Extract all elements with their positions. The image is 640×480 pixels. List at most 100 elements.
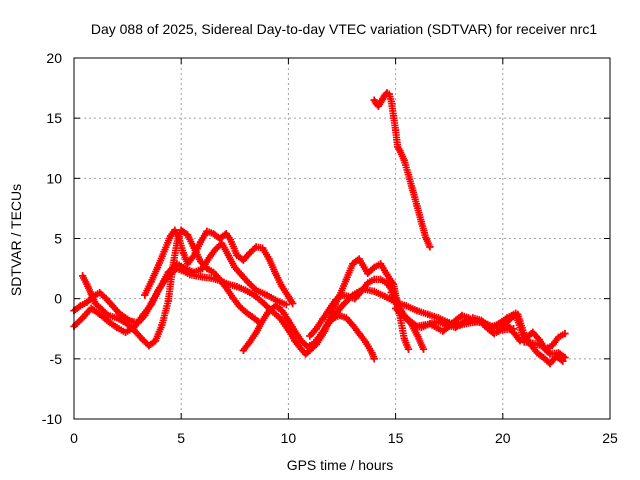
data-point bbox=[282, 301, 290, 309]
x-tick-label: 0 bbox=[70, 430, 78, 446]
data-point bbox=[494, 320, 503, 328]
data-point bbox=[392, 304, 400, 312]
data-point bbox=[321, 327, 329, 335]
data-point bbox=[278, 307, 286, 315]
data-point bbox=[169, 263, 177, 271]
x-axis-title: GPS time / hours bbox=[287, 457, 394, 473]
data-point bbox=[239, 346, 247, 354]
data-point bbox=[102, 295, 110, 303]
data-point bbox=[426, 243, 434, 251]
x-tick-label: 5 bbox=[177, 430, 185, 446]
data-point bbox=[121, 328, 130, 336]
data-point bbox=[181, 265, 190, 273]
data-point bbox=[222, 230, 230, 238]
data-point bbox=[409, 186, 417, 194]
data-point bbox=[529, 328, 537, 336]
data-point bbox=[259, 244, 267, 252]
y-axis-title: SDTVAR / TECUs bbox=[8, 184, 24, 296]
data-point bbox=[302, 350, 310, 358]
x-tick-label: 25 bbox=[602, 430, 618, 446]
data-point bbox=[400, 313, 408, 321]
data-point bbox=[291, 337, 299, 345]
data-point bbox=[554, 333, 563, 341]
data-point bbox=[368, 349, 376, 357]
data-point bbox=[252, 328, 260, 336]
series-trace-c bbox=[79, 226, 262, 350]
x-tick-labels: 0 5 10 15 20 25 bbox=[70, 430, 618, 446]
data-point bbox=[486, 323, 494, 332]
data-point bbox=[246, 338, 254, 346]
data-point bbox=[520, 331, 528, 339]
data-point bbox=[460, 317, 468, 326]
data-point bbox=[364, 269, 372, 277]
y-tick-labels: -10 -5 0 5 10 15 20 bbox=[42, 50, 62, 427]
series-trace-d bbox=[141, 226, 297, 308]
data-point bbox=[319, 315, 327, 323]
data-point bbox=[128, 317, 136, 326]
data-point bbox=[226, 236, 235, 244]
data-point bbox=[109, 302, 117, 310]
data-point bbox=[342, 275, 350, 283]
data-point bbox=[394, 143, 402, 151]
data-point bbox=[434, 317, 443, 326]
data-point bbox=[147, 301, 155, 309]
data-point bbox=[402, 302, 410, 310]
data-point bbox=[383, 271, 391, 279]
data-point bbox=[87, 304, 95, 312]
tick-marks bbox=[73, 57, 611, 420]
data-point bbox=[413, 202, 421, 210]
data-point bbox=[312, 325, 320, 333]
data-point bbox=[224, 251, 232, 259]
data-point bbox=[419, 345, 428, 353]
data-point bbox=[426, 320, 434, 328]
data-point bbox=[241, 286, 250, 294]
data-point bbox=[452, 323, 460, 332]
data-point bbox=[104, 311, 112, 320]
data-point bbox=[389, 112, 398, 120]
data-point bbox=[443, 321, 451, 329]
x-tick-label: 20 bbox=[495, 430, 511, 446]
series-trace-j bbox=[392, 304, 569, 362]
data-point bbox=[417, 218, 425, 226]
data-point bbox=[164, 297, 172, 305]
y-tick-label: 10 bbox=[46, 170, 62, 186]
data-point bbox=[548, 342, 556, 350]
data-point bbox=[209, 230, 217, 238]
data-point bbox=[141, 291, 149, 299]
data-point bbox=[552, 352, 560, 360]
data-point bbox=[289, 299, 297, 308]
data-point bbox=[413, 307, 421, 315]
data-point bbox=[539, 354, 548, 362]
data-point bbox=[422, 233, 430, 241]
data-point bbox=[207, 274, 215, 282]
y-tick-label: -10 bbox=[42, 411, 62, 427]
data-point bbox=[184, 231, 192, 239]
data-point bbox=[278, 283, 286, 291]
data-point bbox=[121, 319, 130, 327]
data-point bbox=[147, 278, 155, 286]
data-point bbox=[424, 310, 432, 318]
data-point bbox=[175, 234, 183, 243]
data-point bbox=[265, 307, 273, 315]
data-point bbox=[216, 275, 224, 283]
data-point bbox=[389, 280, 398, 288]
data-point bbox=[370, 263, 378, 271]
data-point bbox=[409, 321, 417, 329]
data-point bbox=[452, 316, 460, 324]
y-tick-label: -5 bbox=[50, 351, 63, 367]
data-point bbox=[359, 285, 367, 293]
data-point bbox=[139, 336, 147, 344]
data-point bbox=[546, 350, 554, 358]
data-point bbox=[246, 249, 254, 257]
data-point bbox=[477, 316, 485, 324]
data-point bbox=[514, 310, 522, 318]
data-point bbox=[490, 330, 498, 338]
data-point bbox=[177, 226, 185, 234]
data-point bbox=[259, 298, 267, 306]
x-tick-label: 10 bbox=[281, 430, 297, 446]
data-point bbox=[494, 327, 503, 335]
data-point bbox=[166, 232, 175, 240]
data-point bbox=[349, 291, 357, 299]
data-point bbox=[91, 299, 99, 308]
